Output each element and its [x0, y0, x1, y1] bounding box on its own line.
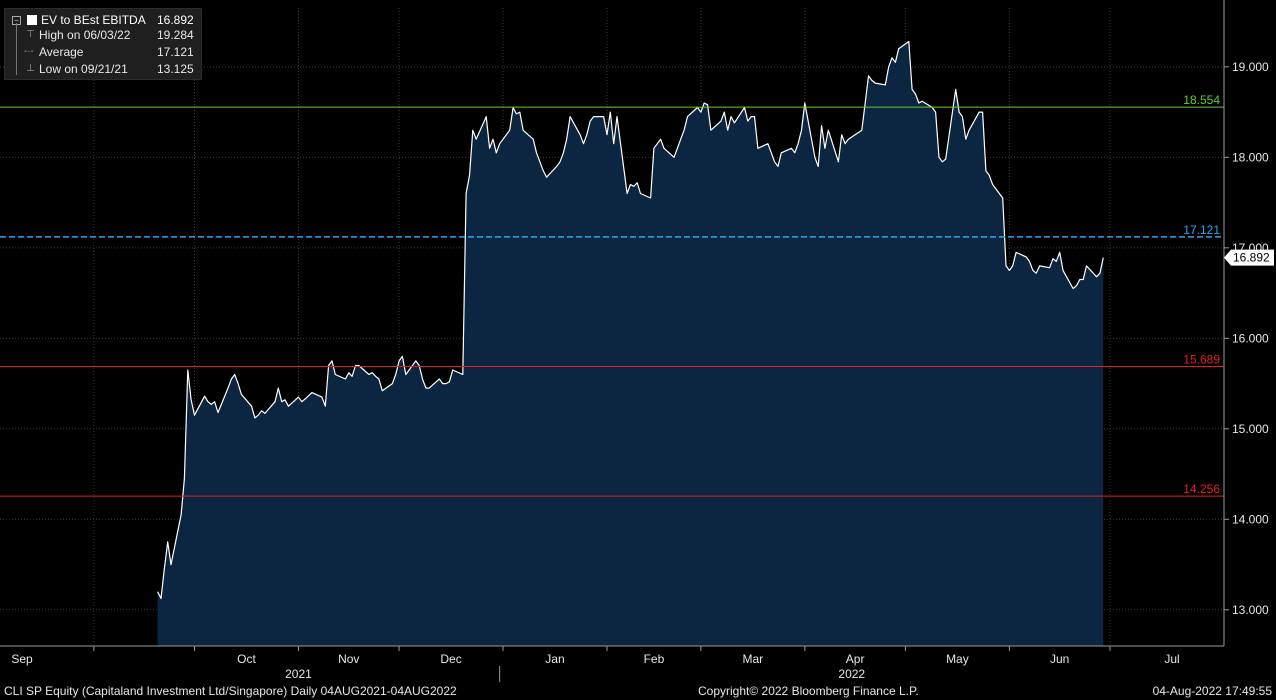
footer-security: CLI SP Equity (Capitaland Investment Ltd… — [4, 684, 457, 698]
tree-line — [16, 23, 17, 75]
series-area — [157, 41, 1104, 646]
legend-row-average: -·- Average 17.121 — [5, 45, 201, 59]
legend-high-label: High on 06/03/22 — [39, 28, 131, 42]
legend-low-value: 13.125 — [157, 62, 194, 76]
legend-row-low: ⊥ Low on 09/21/21 13.125 — [5, 62, 201, 76]
x-tick-label: Nov — [338, 652, 359, 666]
legend-average-value: 17.121 — [157, 45, 194, 59]
x-tick-label: Apr — [846, 652, 865, 666]
legend-row-high: ⊤ High on 06/03/22 19.284 — [5, 28, 201, 42]
y-tick-label: 14.000 — [1232, 512, 1269, 526]
reference-lines: 18.554 17.121 15.689 14.256 — [0, 93, 1224, 497]
x-tick-label: Jul — [1164, 652, 1179, 666]
reference-label-lower1: 15.689 — [1183, 352, 1220, 366]
reference-label-average: 17.121 — [1183, 223, 1220, 237]
x-tick-label: Oct — [237, 652, 256, 666]
high-marker-icon: ⊤ — [26, 29, 35, 40]
x-tick-label: Mar — [743, 652, 764, 666]
legend-average-label: Average — [39, 45, 84, 59]
y-tick-label: 15.000 — [1232, 422, 1269, 436]
legend-high-value: 19.284 — [157, 28, 194, 42]
year-label: 2021 — [285, 667, 312, 681]
legend-series-value: 16.892 — [157, 13, 194, 27]
average-marker-icon: -·- — [24, 46, 34, 57]
x-tick-label: Jun — [1050, 652, 1069, 666]
footer-timestamp: 04-Aug-2022 17:49:55 — [1152, 684, 1272, 698]
series-swatch — [27, 15, 37, 25]
x-tick-label: Dec — [440, 652, 461, 666]
x-tick-label: Sep — [11, 652, 33, 666]
reference-label-lower2: 14.256 — [1183, 482, 1220, 496]
last-value-label: 16.892 — [1233, 251, 1270, 265]
x-tick-label: Feb — [644, 652, 665, 666]
low-marker-icon: ⊥ — [26, 63, 35, 74]
y-tick-label: 16.000 — [1232, 331, 1269, 345]
y-tick-label: 13.000 — [1232, 603, 1269, 617]
last-value-flag — [1224, 249, 1274, 266]
legend: − EV to BEst EBITDA 16.892 ⊤ High on 06/… — [4, 8, 202, 80]
x-tick-label: May — [946, 652, 969, 666]
y-tick-label: 18.000 — [1232, 150, 1269, 164]
footer-copyright: Copyright© 2022 Bloomberg Finance L.P. — [698, 684, 919, 698]
reference-label-upper: 18.554 — [1183, 93, 1220, 107]
legend-low-label: Low on 09/21/21 — [39, 62, 128, 76]
legend-series-label: EV to BEst EBITDA — [41, 13, 146, 27]
x-tick-label: Jan — [545, 652, 564, 666]
legend-row-series: − EV to BEst EBITDA 16.892 — [5, 13, 201, 27]
year-label: 2022 — [838, 667, 865, 681]
series-line — [157, 40, 1104, 600]
series-layer — [157, 40, 1104, 646]
y-tick-label: 19.000 — [1232, 60, 1269, 74]
axes: 13.00014.00015.00016.00017.00018.00019.0… — [0, 0, 1274, 682]
